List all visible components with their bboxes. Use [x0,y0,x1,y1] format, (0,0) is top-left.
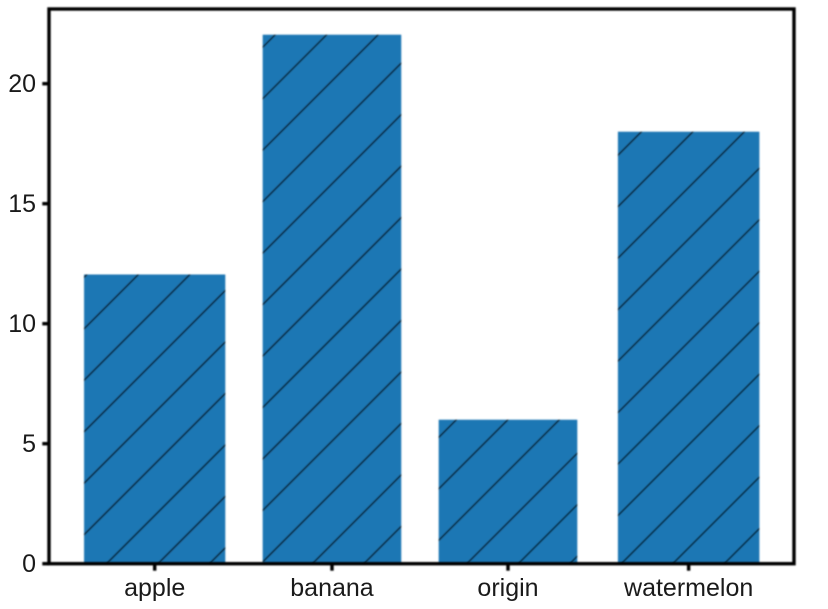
svg-text:15: 15 [8,190,36,218]
svg-text:apple: apple [124,574,185,602]
svg-text:banana: banana [290,574,374,602]
svg-text:0: 0 [22,550,36,578]
svg-text:origin: origin [477,574,538,602]
svg-text:watermelon: watermelon [623,574,753,602]
svg-text:10: 10 [8,310,36,338]
svg-text:20: 20 [8,70,36,98]
svg-text:5: 5 [22,430,36,458]
